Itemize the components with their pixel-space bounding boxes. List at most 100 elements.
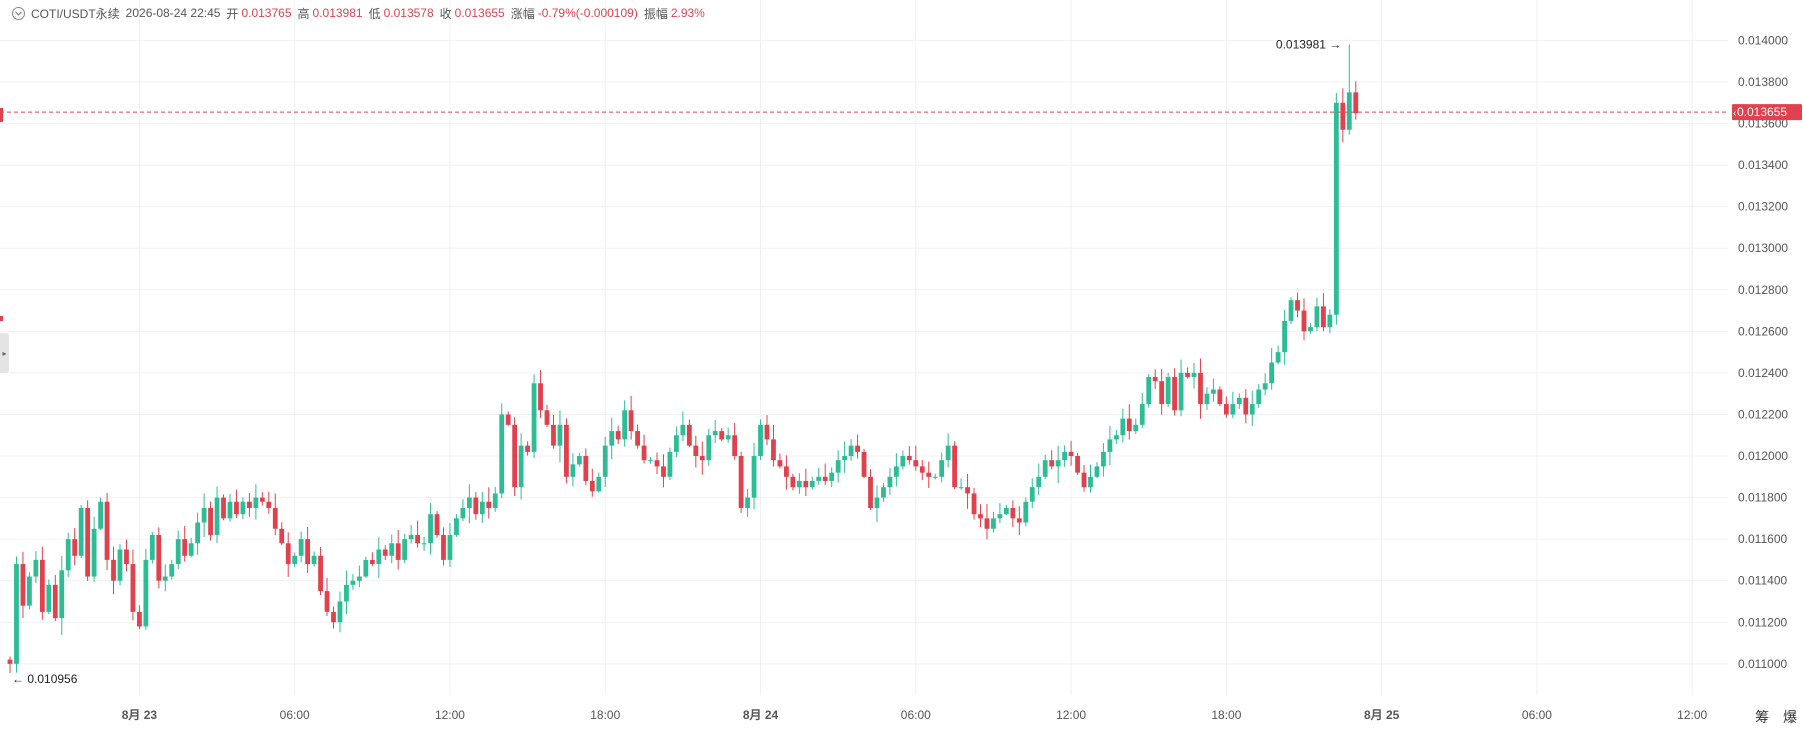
candle[interactable] [712, 420, 718, 444]
candle[interactable] [991, 511, 996, 533]
candle[interactable] [1029, 478, 1035, 509]
candle[interactable] [1211, 378, 1216, 402]
candle[interactable] [661, 454, 666, 488]
candle[interactable] [1353, 81, 1359, 120]
candle[interactable] [719, 427, 725, 442]
candle[interactable] [91, 516, 97, 582]
candle[interactable] [292, 552, 298, 568]
candle[interactable] [1204, 387, 1210, 410]
candle[interactable] [305, 526, 311, 573]
candle[interactable] [900, 450, 906, 470]
candle[interactable] [1236, 393, 1242, 409]
candle[interactable] [965, 473, 970, 509]
candle[interactable] [7, 656, 13, 673]
candle[interactable] [952, 441, 958, 490]
candle[interactable] [33, 551, 39, 583]
candle[interactable] [893, 453, 899, 487]
candle[interactable] [1113, 429, 1119, 445]
candle[interactable] [1010, 500, 1016, 528]
candle[interactable] [149, 531, 155, 564]
candle[interactable] [984, 503, 990, 540]
candle[interactable] [1340, 88, 1346, 143]
candle[interactable] [1146, 373, 1152, 408]
candle[interactable] [667, 447, 673, 480]
candle[interactable] [1282, 309, 1287, 365]
candle[interactable] [447, 522, 453, 568]
candle[interactable] [609, 417, 615, 460]
candle[interactable] [318, 546, 323, 595]
candle[interactable] [59, 555, 65, 635]
candle[interactable] [628, 395, 634, 440]
candle[interactable] [816, 468, 822, 485]
candle[interactable] [479, 491, 485, 523]
candle[interactable] [1243, 389, 1249, 424]
candle[interactable] [906, 446, 912, 465]
candle[interactable] [1249, 390, 1255, 427]
candle[interactable] [331, 606, 336, 629]
candle[interactable] [369, 552, 375, 567]
candle[interactable] [1023, 497, 1029, 527]
candle[interactable] [1327, 309, 1333, 334]
candle[interactable] [706, 428, 712, 466]
candle[interactable] [27, 572, 32, 610]
candle[interactable] [350, 574, 356, 590]
candle[interactable] [117, 544, 123, 586]
candle[interactable] [544, 404, 550, 428]
candle[interactable] [583, 448, 589, 486]
candle[interactable] [622, 400, 628, 447]
candle[interactable] [14, 556, 19, 673]
candle[interactable] [1133, 418, 1139, 434]
candle[interactable] [1288, 297, 1294, 325]
candle[interactable] [777, 453, 783, 469]
candle[interactable] [175, 530, 181, 570]
candle[interactable] [85, 500, 91, 582]
candle[interactable] [1139, 393, 1145, 429]
candle[interactable] [725, 427, 731, 443]
candle[interactable] [848, 439, 854, 461]
candle[interactable] [505, 411, 511, 426]
candle[interactable] [1308, 322, 1313, 334]
candle[interactable] [564, 418, 569, 484]
candle[interactable] [376, 537, 382, 579]
candle[interactable] [246, 492, 252, 517]
candle[interactable] [939, 452, 945, 483]
candle[interactable] [466, 484, 472, 524]
candle[interactable] [156, 527, 162, 589]
candle[interactable] [195, 512, 201, 555]
candle[interactable] [111, 546, 116, 595]
candle[interactable] [421, 536, 427, 551]
candle[interactable] [356, 565, 362, 588]
candle[interactable] [1159, 369, 1165, 415]
candle[interactable] [596, 472, 602, 493]
candle[interactable] [1107, 426, 1113, 466]
candle[interactable] [887, 468, 893, 495]
candle[interactable] [512, 417, 518, 497]
candle[interactable] [72, 528, 78, 566]
candle[interactable] [738, 451, 744, 513]
candle[interactable] [1333, 92, 1339, 325]
candle[interactable] [39, 546, 45, 620]
candle[interactable] [1185, 367, 1190, 379]
candle[interactable] [531, 374, 537, 459]
candle[interactable] [971, 488, 977, 520]
candle[interactable] [408, 525, 414, 544]
candle[interactable] [1191, 362, 1197, 389]
candle[interactable] [796, 473, 802, 494]
candle[interactable] [279, 522, 285, 546]
candle[interactable] [234, 489, 239, 518]
candle[interactable] [732, 423, 738, 460]
candle[interactable] [699, 441, 705, 475]
candle[interactable] [266, 491, 272, 514]
candle[interactable] [1120, 408, 1126, 443]
candle[interactable] [855, 434, 860, 459]
candle[interactable] [648, 457, 653, 464]
candle[interactable] [635, 424, 640, 449]
candle[interactable] [253, 484, 259, 520]
candle[interactable] [518, 433, 524, 500]
candle[interactable] [1075, 452, 1080, 475]
candle[interactable] [1314, 297, 1320, 332]
candle[interactable] [602, 436, 608, 487]
candle[interactable] [1198, 358, 1203, 419]
candle[interactable] [344, 570, 349, 615]
